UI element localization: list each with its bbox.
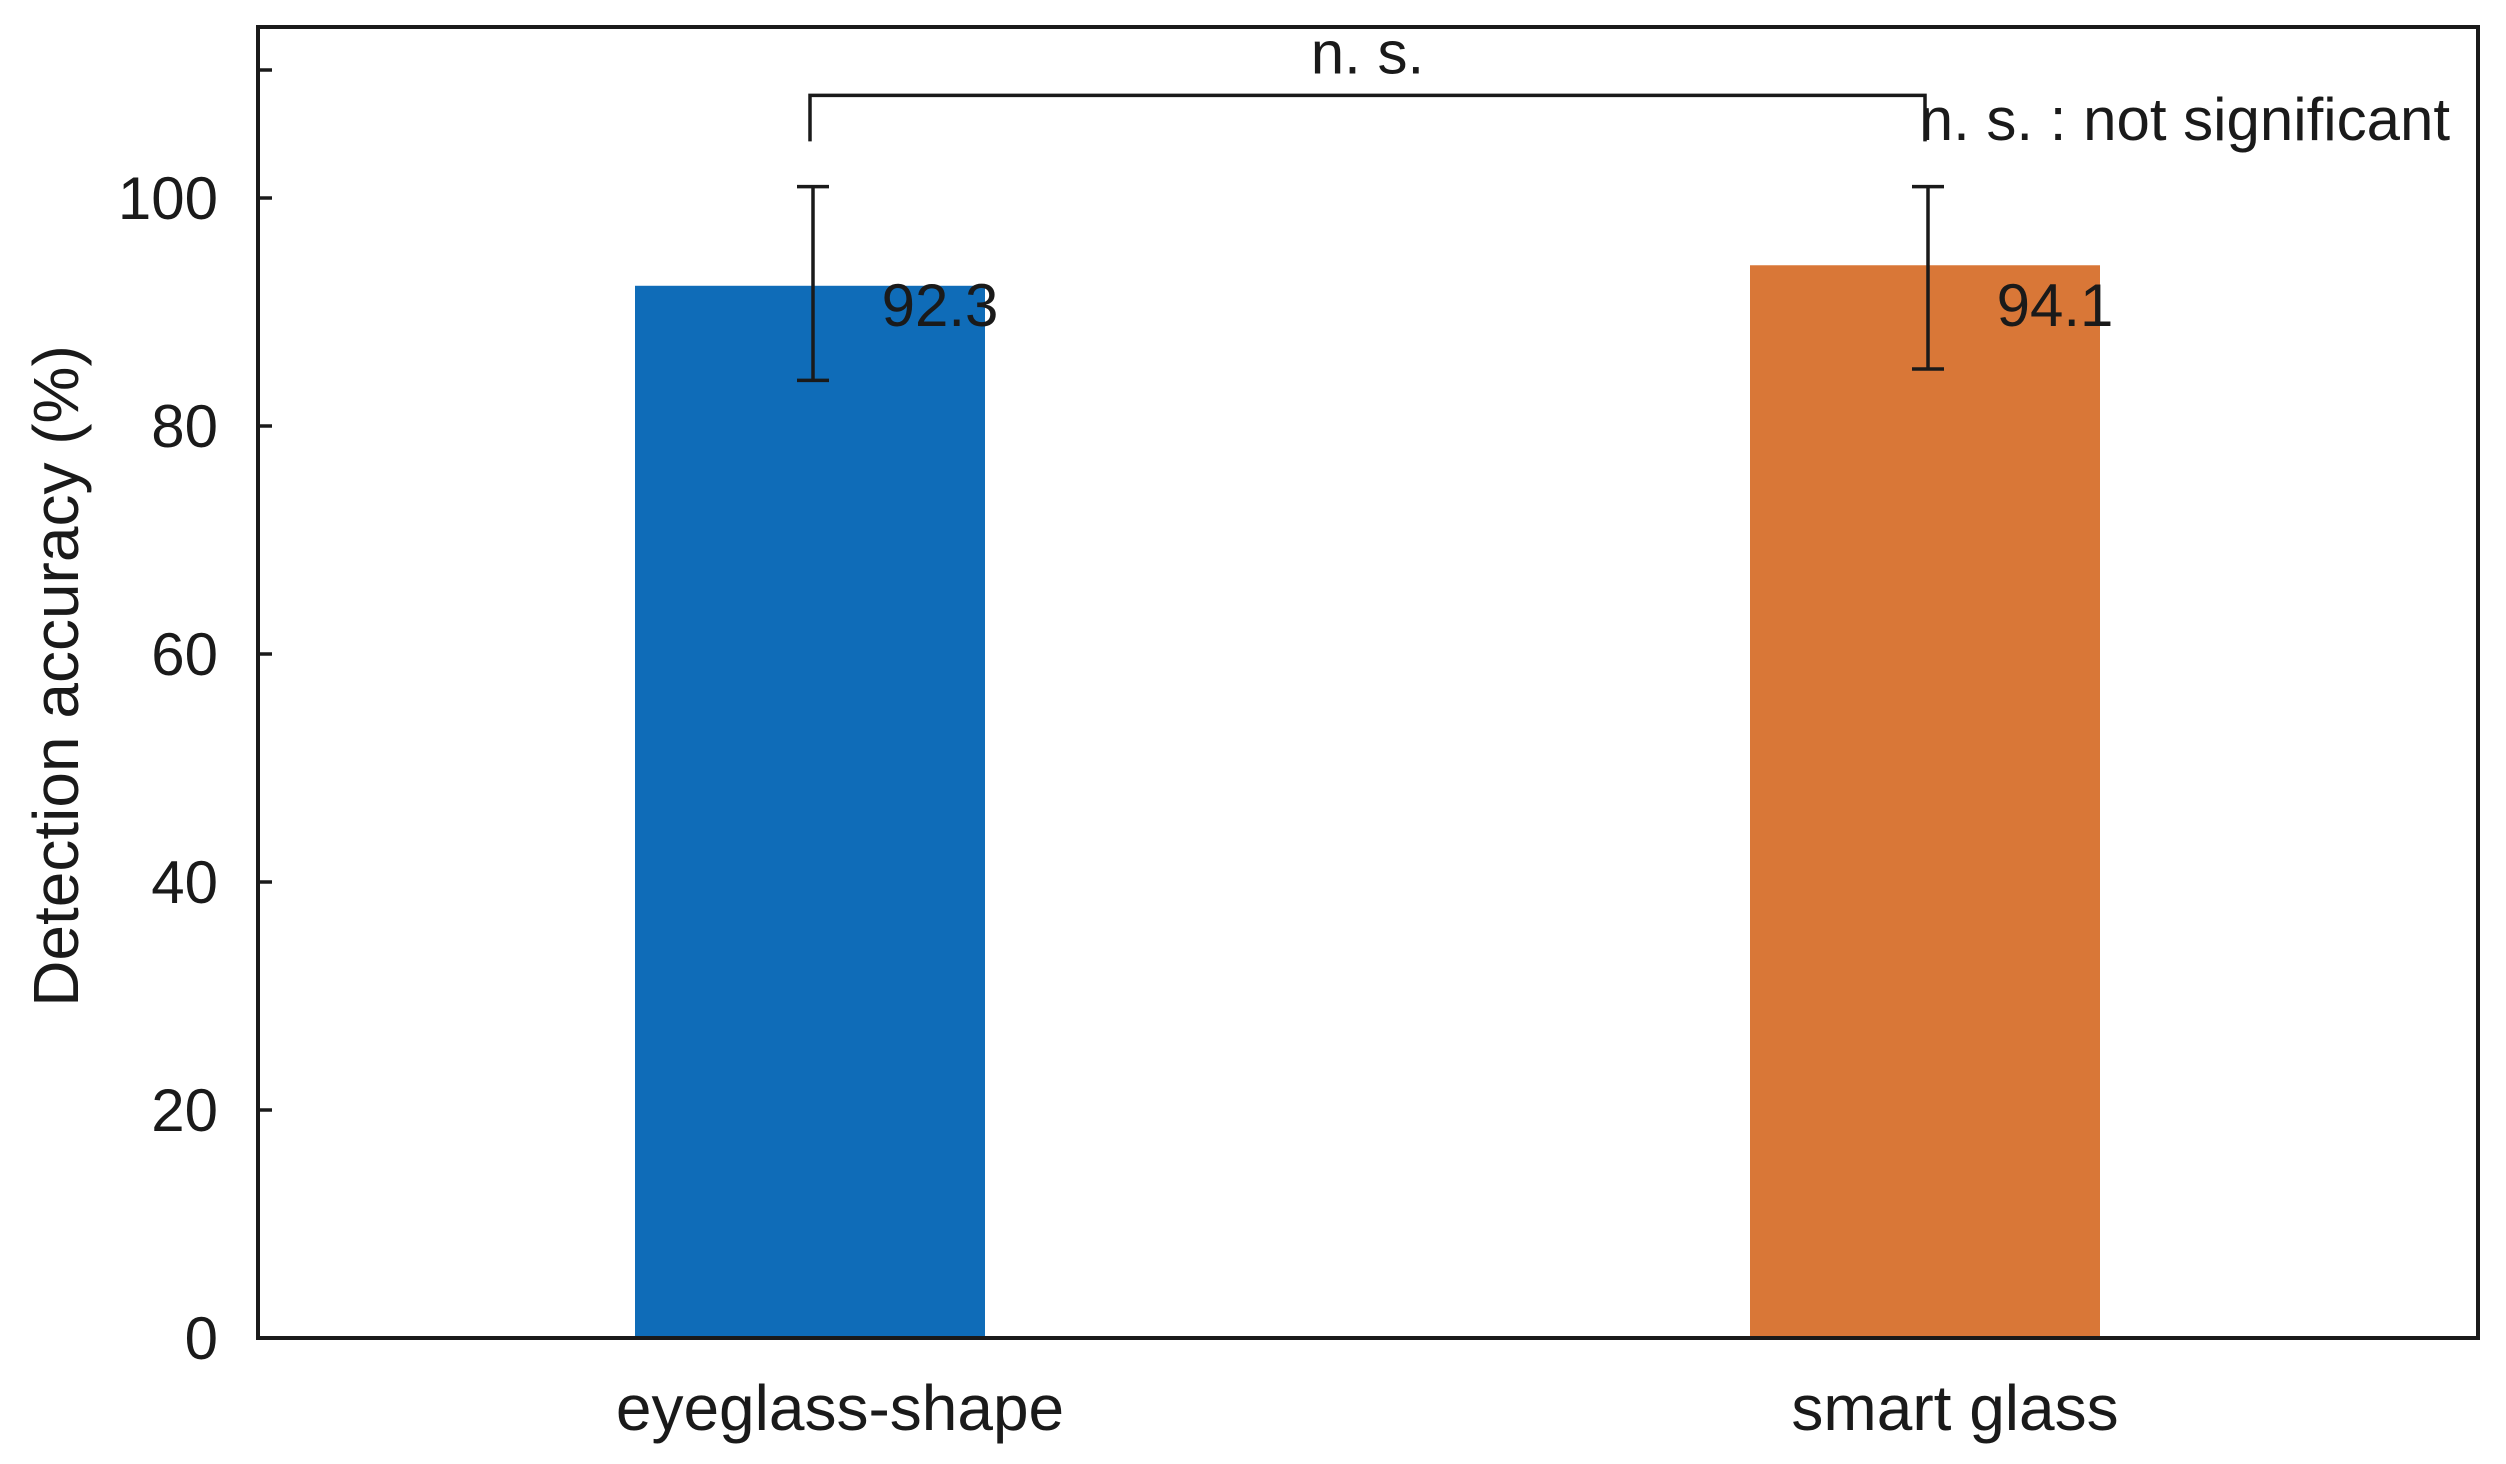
significance-label: n. s. (1311, 19, 1424, 86)
y-axis-label: Detection accuracy (%) (20, 345, 92, 1007)
error-bar (797, 184, 829, 383)
y-tick-label: 80 (151, 393, 218, 460)
y-tick-label: 0 (185, 1305, 218, 1372)
bar-eyeglass-shape (635, 285, 985, 1338)
value-label: 92.3 (882, 272, 999, 339)
x-tick-label: eyeglass-shape (616, 1372, 1064, 1444)
y-tick-label: 40 (151, 849, 218, 916)
error-bar (1912, 184, 1944, 371)
x-tick-label: smart glass (1791, 1372, 2118, 1444)
value-label: 94.1 (1997, 272, 2114, 339)
significance-note: n. s. : not significant (1920, 86, 2451, 153)
y-tick-label: 20 (151, 1077, 218, 1144)
plot-area: 92.3 94.1 0 20 40 60 80 100 eyeglass-shape smart … (118, 25, 2480, 1444)
y-tick-label: 60 (151, 621, 218, 688)
y-tick-label: 100 (118, 165, 218, 232)
bar-smart-glass (1750, 265, 2100, 1338)
plot-frame (256, 25, 2480, 1340)
significance-bracket (808, 93, 1927, 142)
